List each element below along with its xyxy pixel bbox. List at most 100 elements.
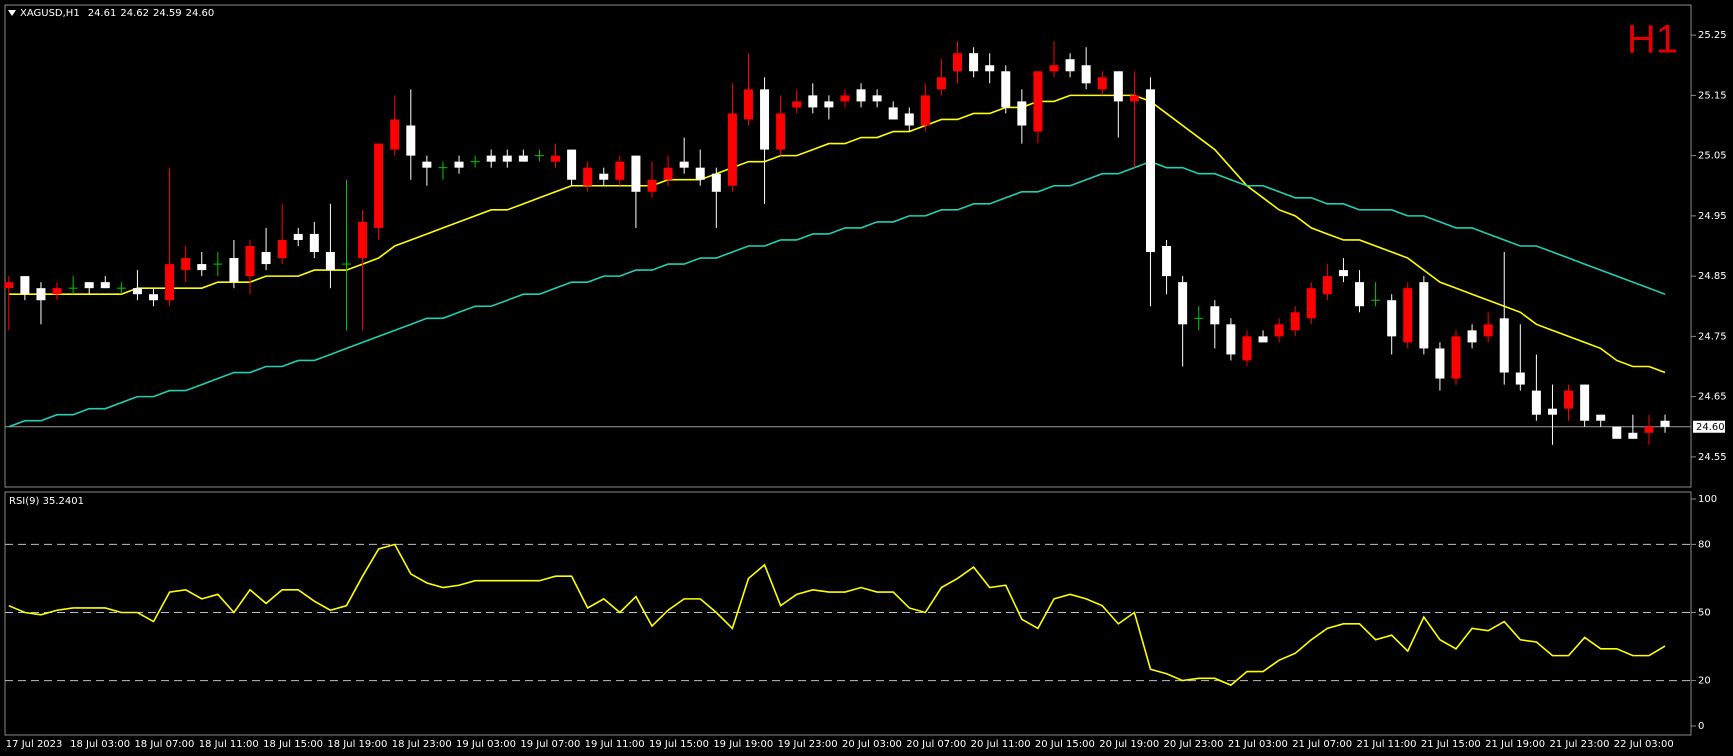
candle-body bbox=[181, 258, 191, 271]
candle-body bbox=[52, 288, 62, 295]
candle-body bbox=[309, 233, 319, 253]
candle-body bbox=[502, 155, 512, 162]
candle-body bbox=[953, 53, 963, 72]
y-tick-label: 0 bbox=[1698, 721, 1704, 732]
candle-body bbox=[808, 95, 818, 108]
candle-body bbox=[1162, 246, 1172, 277]
candle-body bbox=[647, 179, 657, 192]
candle-body bbox=[245, 246, 255, 277]
candle-body bbox=[1290, 312, 1300, 331]
candle-body bbox=[1612, 426, 1622, 439]
x-tick-label: 21 Jul 03:00 bbox=[1228, 739, 1288, 750]
x-tick-label: 20 Jul 03:00 bbox=[842, 739, 902, 750]
candle-body bbox=[1451, 336, 1461, 379]
candle-body bbox=[84, 282, 94, 289]
candle-body bbox=[374, 143, 384, 228]
candle-body bbox=[1033, 71, 1043, 132]
candle-body bbox=[165, 264, 175, 301]
candle-body bbox=[1596, 414, 1606, 421]
x-tick-label: 20 Jul 07:00 bbox=[906, 739, 966, 750]
candle-body bbox=[149, 294, 159, 301]
y-tick-label: 50 bbox=[1698, 608, 1711, 619]
candle-body bbox=[1274, 324, 1284, 337]
candle-body bbox=[1322, 276, 1332, 295]
candle-body bbox=[1129, 95, 1139, 102]
candle-body bbox=[1306, 288, 1316, 319]
candle-body bbox=[4, 282, 14, 289]
candle-body bbox=[1242, 336, 1252, 361]
candle-body bbox=[486, 155, 496, 162]
candle-body bbox=[840, 95, 850, 102]
candle-body bbox=[599, 173, 609, 180]
main-panel bbox=[4, 4, 1692, 488]
candle-body bbox=[1499, 318, 1509, 373]
candle-body bbox=[1531, 390, 1541, 415]
chart-header: XAGUSD,H1 24.61 24.62 24.59 24.60 bbox=[20, 8, 214, 19]
candle-body bbox=[1515, 372, 1525, 385]
candle-body bbox=[1226, 324, 1236, 355]
x-tick-label: 20 Jul 11:00 bbox=[971, 739, 1031, 750]
candle-body bbox=[1644, 426, 1654, 433]
x-tick-label: 19 Jul 03:00 bbox=[456, 739, 516, 750]
current-price-box bbox=[1693, 420, 1725, 433]
candle-body bbox=[856, 89, 866, 102]
candle-body bbox=[325, 252, 335, 271]
candle-body bbox=[358, 221, 368, 259]
candle-body bbox=[1387, 300, 1397, 337]
x-tick-label: 19 Jul 23:00 bbox=[778, 739, 838, 750]
candle-body bbox=[936, 77, 946, 90]
candle-body bbox=[1580, 384, 1590, 421]
x-tick-label: 19 Jul 11:00 bbox=[585, 739, 645, 750]
x-tick-label: 22 Jul 03:00 bbox=[1614, 739, 1674, 750]
candle-body bbox=[1547, 408, 1557, 415]
candle-body bbox=[663, 167, 673, 180]
candle-body bbox=[1338, 270, 1348, 277]
candle-body bbox=[615, 161, 625, 180]
candle-body bbox=[727, 113, 737, 186]
x-tick-label: 21 Jul 07:00 bbox=[1292, 739, 1352, 750]
moving-average bbox=[8, 94, 1666, 374]
y-tick-label: 25.25 bbox=[1698, 30, 1727, 41]
x-tick-label: 18 Jul 19:00 bbox=[327, 739, 387, 750]
menu-icon[interactable] bbox=[8, 10, 16, 16]
x-tick-label: 21 Jul 23:00 bbox=[1549, 739, 1609, 750]
x-tick-label: 19 Jul 07:00 bbox=[520, 739, 580, 750]
x-tick-label: 20 Jul 15:00 bbox=[1035, 739, 1095, 750]
candle-body bbox=[1564, 390, 1574, 409]
x-tick-label: 18 Jul 03:00 bbox=[70, 739, 130, 750]
y-tick-label: 24.65 bbox=[1698, 392, 1727, 403]
header-value: 24.61 bbox=[88, 8, 117, 19]
candle-body bbox=[711, 173, 721, 192]
candle-body bbox=[1210, 306, 1220, 325]
candle-body bbox=[792, 101, 802, 108]
x-tick-label: 18 Jul 15:00 bbox=[263, 739, 323, 750]
candle-body bbox=[1017, 101, 1027, 126]
header-value: 24.62 bbox=[120, 8, 149, 19]
candle-body bbox=[631, 155, 641, 192]
candle-body bbox=[904, 113, 914, 126]
candle-body bbox=[1097, 77, 1107, 90]
x-tick-label: 18 Jul 11:00 bbox=[199, 739, 259, 750]
candle-body bbox=[824, 101, 834, 108]
x-tick-label: 20 Jul 23:00 bbox=[1164, 739, 1224, 750]
rsi-line bbox=[8, 543, 1666, 687]
header-value: 24.59 bbox=[153, 8, 182, 19]
candle-body bbox=[422, 161, 432, 168]
candle-body bbox=[518, 155, 528, 162]
candle-body bbox=[36, 288, 46, 301]
candle-body bbox=[551, 155, 561, 162]
y-tick-label: 24.85 bbox=[1698, 271, 1727, 282]
y-tick-label: 24.75 bbox=[1698, 331, 1727, 342]
x-tick-label: 21 Jul 15:00 bbox=[1421, 739, 1481, 750]
candle-body bbox=[277, 239, 287, 259]
candle-body bbox=[1435, 348, 1445, 379]
candle-body bbox=[1113, 71, 1123, 102]
moving-average bbox=[8, 160, 1666, 428]
y-tick-label: 25.15 bbox=[1698, 90, 1727, 101]
candle-body bbox=[1355, 282, 1365, 307]
candle-body bbox=[1467, 330, 1477, 343]
candle-body bbox=[197, 264, 207, 271]
x-tick-label: 18 Jul 23:00 bbox=[392, 739, 452, 750]
y-tick-label: 20 bbox=[1698, 676, 1711, 687]
